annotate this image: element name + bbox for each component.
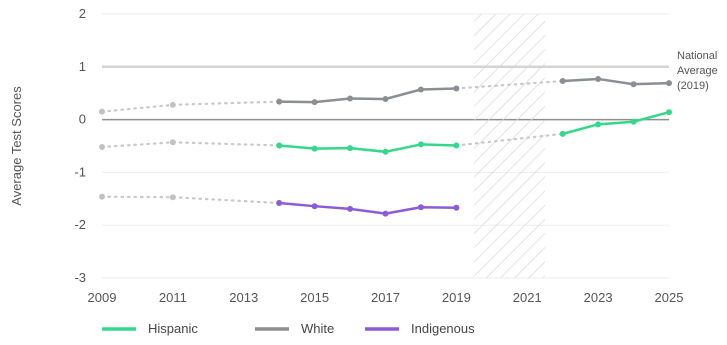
grid-layer [102, 13, 669, 279]
series-white-point [417, 86, 424, 93]
series-white-point [276, 98, 283, 105]
series-white-point [99, 108, 105, 115]
x-tick-label: 2011 [159, 290, 187, 305]
series-indigenous [99, 193, 460, 217]
series-indigenous-point [99, 193, 105, 200]
series-indigenous-point [347, 205, 354, 212]
legend-item-white: White [255, 321, 334, 336]
series-hispanic-point [666, 109, 672, 116]
series-hispanic-point [276, 142, 283, 149]
series-white-point [169, 101, 176, 108]
series-indigenous-point [311, 203, 318, 210]
x-tick-label: 2009 [88, 290, 117, 305]
national-average-label: (2019) [677, 80, 709, 92]
series-hispanic-point [99, 144, 105, 151]
legend-label-indigenous: Indigenous [411, 321, 475, 336]
series-indigenous-dotted-line [100, 195, 281, 205]
series-hispanic-point [311, 145, 318, 152]
series-indigenous-point [382, 210, 389, 217]
series-hispanic-point [559, 130, 566, 137]
series-white-point [347, 95, 354, 102]
series-white-point [382, 96, 389, 103]
series-indigenous-point [453, 204, 460, 211]
x-tick-label: 2025 [655, 290, 684, 305]
series-indigenous-line [279, 201, 457, 215]
legend-label-white: White [301, 321, 334, 336]
x-tick-label: 2023 [584, 290, 613, 305]
series-hispanic-point [595, 121, 602, 128]
series-white-point [630, 81, 637, 88]
series-hispanic-point [347, 145, 354, 152]
series-white-bridge-line [455, 79, 564, 90]
legend: Hispanic White Indigenous [102, 321, 475, 336]
y-tick-label: -2 [74, 217, 86, 232]
y-axis-label: Average Test Scores [9, 86, 24, 206]
series-indigenous-point [417, 204, 424, 211]
series-hispanic-bridge-line [455, 132, 564, 147]
series-white-point [559, 78, 566, 85]
series-layer [99, 75, 672, 217]
series-hispanic [99, 109, 672, 155]
series-indigenous-point [276, 200, 283, 207]
series-white-point [666, 80, 672, 87]
series-hispanic-point [453, 142, 460, 149]
series-hispanic-point [169, 139, 176, 146]
x-tick-label: 2019 [442, 290, 471, 305]
series-white-point [453, 85, 460, 92]
series-white-line [562, 77, 670, 86]
x-tick-label: 2013 [229, 290, 258, 305]
y-tick-label: 2 [79, 6, 86, 21]
series-indigenous-point [169, 194, 176, 201]
series-white-dotted-line [100, 100, 281, 113]
hatched-gap-region [474, 14, 545, 278]
national-average-label: Average [677, 65, 718, 77]
series-hispanic-point [417, 141, 424, 148]
series-hispanic-dotted-line [100, 141, 281, 149]
legend-item-indigenous: Indigenous [365, 321, 475, 336]
legend-item-hispanic: Hispanic [102, 321, 198, 336]
x-tick-label: 2021 [513, 290, 542, 305]
series-hispanic-point [382, 148, 389, 155]
y-tick-label: 0 [79, 112, 86, 127]
series-hispanic-line [562, 111, 670, 136]
series-hispanic-point [630, 118, 637, 125]
y-tick-label: 1 [79, 59, 86, 74]
y-tick-label: -1 [74, 164, 86, 179]
series-white-line [279, 87, 457, 104]
x-tick-label: 2015 [300, 290, 329, 305]
hatched-region-layer [474, 14, 545, 278]
x-tick-label: 2017 [371, 290, 400, 305]
series-white-point [595, 75, 602, 82]
series-white [99, 75, 672, 115]
annotation-layer: National Average (2019) [677, 50, 718, 92]
national-average-label: National [677, 50, 717, 62]
y-tick-label: -3 [74, 270, 86, 285]
series-white-point [311, 99, 318, 106]
legend-label-hispanic: Hispanic [148, 321, 198, 336]
series-hispanic-line [279, 143, 457, 154]
